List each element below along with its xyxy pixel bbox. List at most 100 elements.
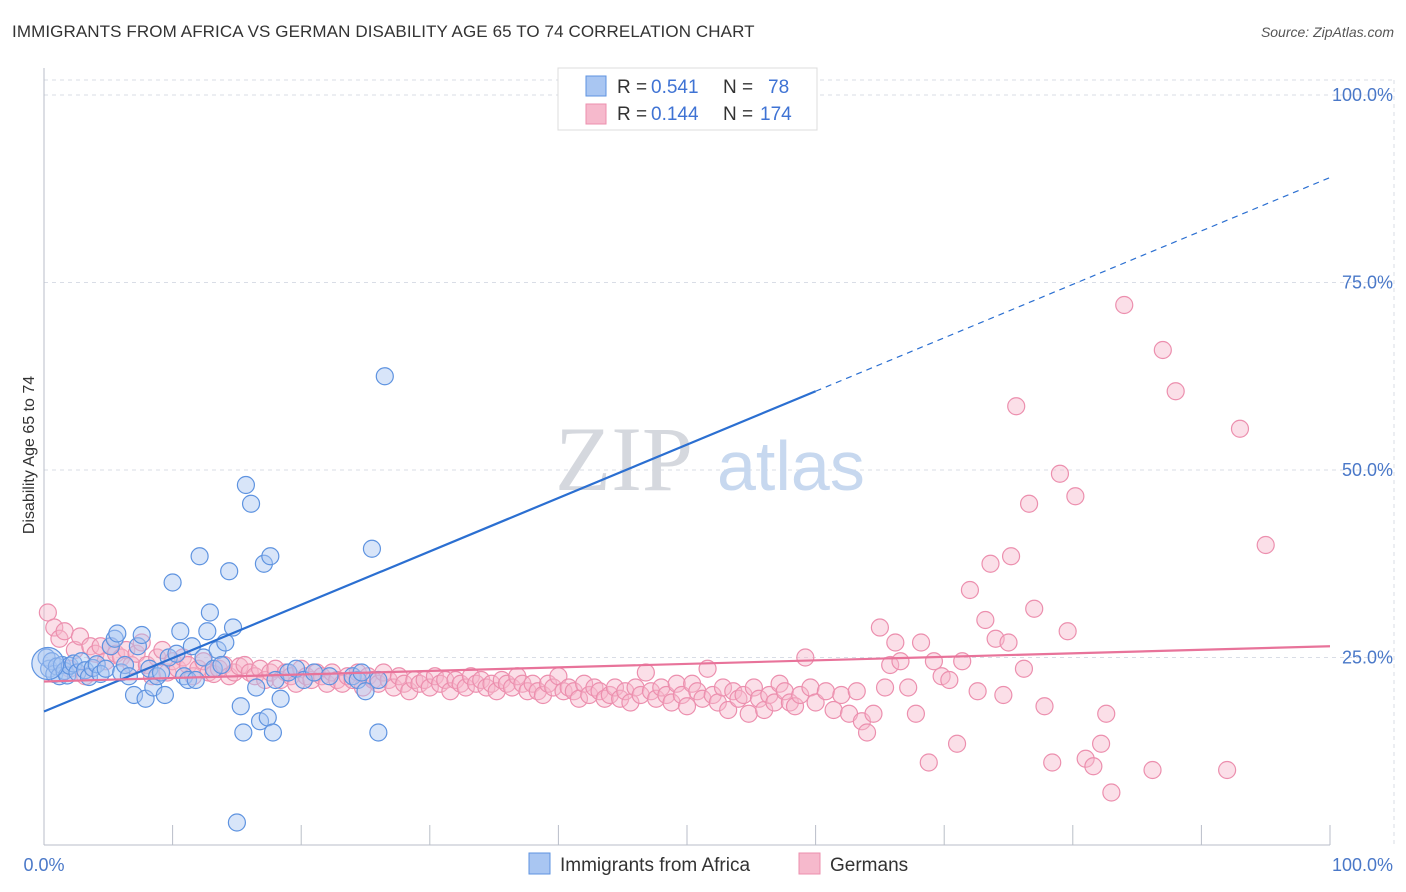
africa-point	[108, 624, 127, 643]
germans-point	[1025, 599, 1044, 618]
germans-point	[1035, 697, 1054, 716]
africa-point-large	[31, 646, 65, 681]
germans-point	[1230, 419, 1250, 438]
africa-point	[263, 723, 283, 742]
germans-point	[940, 670, 959, 690]
africa-point	[163, 573, 182, 592]
africa-trend-extension	[815, 176, 1331, 392]
germans-point	[881, 655, 900, 675]
africa-point	[87, 655, 106, 674]
africa-point	[271, 689, 290, 708]
germans-point	[38, 603, 57, 622]
africa-point	[178, 670, 198, 690]
germans-point	[847, 682, 866, 701]
bottom-legend-germans: Germans	[830, 855, 908, 876]
germans-point	[667, 674, 686, 693]
africa-point	[362, 539, 382, 558]
africa-point	[254, 554, 274, 573]
legend-r-label: R =	[617, 104, 647, 125]
trend-lines	[43, 176, 1331, 713]
africa-point	[186, 670, 205, 690]
germans-point	[981, 554, 1000, 573]
germans-point	[384, 678, 403, 697]
germans-point	[605, 678, 625, 697]
germans-point	[250, 659, 270, 678]
germans-point	[713, 678, 733, 697]
germans-point	[1050, 464, 1070, 483]
germans-point	[886, 633, 905, 652]
africa-point	[72, 652, 91, 671]
germans-point	[616, 682, 635, 701]
germans-point	[1014, 659, 1034, 678]
germans-point	[1218, 760, 1237, 780]
x-tick-labels: 0.0% 100.0%	[23, 855, 1393, 875]
germans-point	[796, 648, 815, 667]
africa-point	[236, 475, 256, 495]
africa-point	[212, 655, 231, 675]
germans-point	[1084, 757, 1103, 776]
africa-point	[227, 813, 246, 832]
africa-point	[247, 678, 266, 697]
germans-point	[1091, 734, 1111, 753]
germans-point	[785, 697, 805, 716]
africa-trend-line	[43, 390, 817, 713]
bottom-legend: Immigrants from Africa Germans	[528, 852, 908, 876]
legend-n-germans: 174	[760, 104, 792, 125]
germans-point	[693, 689, 712, 708]
germans-point	[891, 652, 910, 671]
legend-swatch-germans	[585, 103, 607, 125]
legend-n-label: N =	[723, 77, 753, 98]
germans-point	[153, 640, 172, 660]
germans-point	[677, 697, 697, 716]
africa-point	[261, 547, 280, 566]
germans-point	[960, 580, 980, 600]
africa-point	[234, 723, 253, 742]
africa-points	[31, 85, 776, 832]
africa-point	[320, 667, 339, 686]
legend-n-label: N =	[723, 104, 753, 125]
africa-point	[220, 562, 239, 581]
germans-point	[1019, 494, 1039, 513]
germans-point	[1256, 535, 1275, 555]
africa-point	[208, 640, 227, 660]
germans-point	[875, 678, 895, 697]
germans-point	[994, 685, 1013, 705]
germans-point	[976, 610, 995, 630]
germans-point	[55, 622, 74, 641]
germans-point	[806, 693, 825, 712]
top-legend: R = 0.541 N = 78 R = 0.144 N = 174	[557, 67, 818, 131]
germans-point	[533, 685, 553, 705]
germans-point	[719, 700, 738, 720]
africa-point	[190, 547, 209, 566]
germans-point	[1066, 487, 1085, 506]
africa-point	[375, 367, 394, 386]
bottom-legend-swatch-germans	[798, 852, 821, 875]
germans-point	[765, 693, 784, 712]
chart-title: IMMIGRANTS FROM AFRICA VS GERMAN DISABIL…	[12, 22, 755, 41]
germans-point	[636, 663, 655, 682]
africa-point	[198, 622, 217, 641]
germans-point	[791, 685, 810, 705]
germans-point	[631, 685, 650, 705]
bottom-legend-swatch-africa	[528, 852, 551, 875]
germans-point	[45, 618, 64, 637]
germans-point	[1166, 382, 1185, 401]
germans-point	[672, 685, 691, 705]
africa-point	[96, 659, 115, 678]
germans-point	[816, 682, 835, 701]
germans-point	[1115, 295, 1134, 315]
germans-point	[420, 678, 439, 697]
y-axis-title: Disability Age 65 to 74	[21, 376, 38, 534]
africa-point	[294, 670, 313, 690]
germans-point	[1097, 704, 1116, 723]
germans-point	[400, 682, 419, 701]
axes	[43, 68, 1331, 846]
germans-trend-line	[43, 645, 1331, 683]
africa-point	[155, 685, 174, 705]
germans-point	[178, 655, 198, 675]
africa-point	[124, 685, 144, 705]
germans-point	[911, 633, 931, 652]
germans-point	[441, 682, 460, 701]
germans-point	[906, 704, 926, 723]
germans-point	[749, 689, 769, 708]
